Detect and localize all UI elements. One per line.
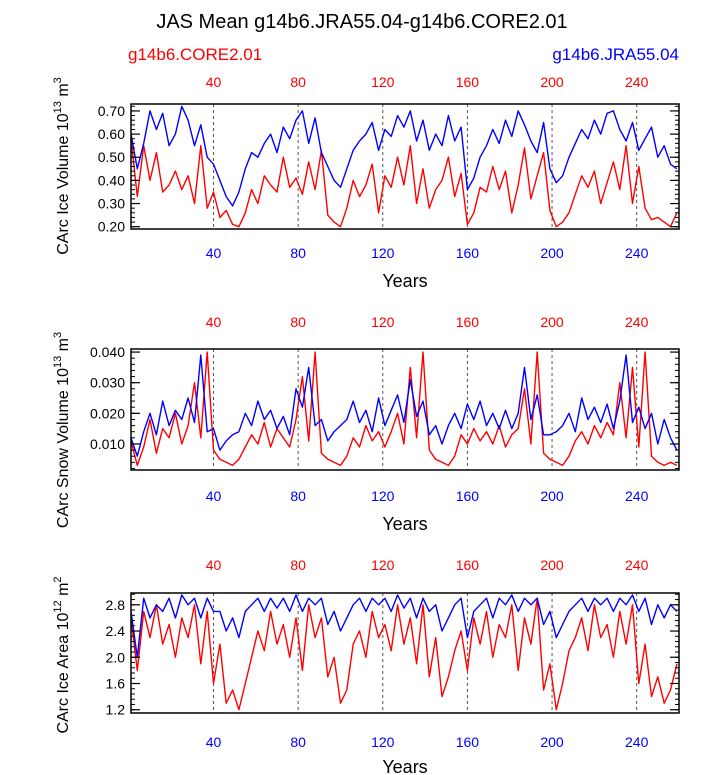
y-axis-label-unit-exponent: 3 xyxy=(52,332,64,338)
y-tick-label: 1.6 xyxy=(106,675,126,691)
x-tick-label-bottom: 80 xyxy=(290,488,306,504)
x-tick-label-top: 200 xyxy=(540,314,564,330)
x-tick-label-bottom: 120 xyxy=(371,488,395,504)
y-tick-label: 1.2 xyxy=(106,702,126,718)
y-axis-label-exponent: 12 xyxy=(52,600,64,612)
plot-frame xyxy=(130,592,680,714)
series-line-jra55 xyxy=(130,105,678,207)
y-tick-label: 0.20 xyxy=(98,219,125,235)
x-tick-label-bottom: 200 xyxy=(540,488,564,504)
y-axis-label-unit: m xyxy=(55,338,72,356)
y-axis-label-unit-exponent: 3 xyxy=(52,77,64,83)
y-tick-label: 2.4 xyxy=(106,623,126,639)
x-tick-label-top: 80 xyxy=(290,314,306,330)
y-tick-label: 0.020 xyxy=(90,405,125,421)
x-axis-label: Years xyxy=(382,271,427,291)
y-axis-label-unit: m xyxy=(55,83,72,101)
y-axis-label-unit: m xyxy=(55,583,72,601)
legend-blue-label: g14b6.JRA55.04 xyxy=(552,45,679,64)
x-tick-label-bottom: 160 xyxy=(456,734,480,750)
legend-red-label: g14b6.CORE2.01 xyxy=(128,45,262,64)
y-tick-label: 2.0 xyxy=(106,649,126,665)
y-axis-label-unit-exponent: 2 xyxy=(52,576,64,582)
x-tick-label-bottom: 160 xyxy=(456,488,480,504)
x-tick-label-top: 80 xyxy=(290,557,306,573)
y-tick-label: 0.010 xyxy=(90,436,125,452)
series-line-core2 xyxy=(130,597,678,711)
x-tick-label-top: 40 xyxy=(206,74,222,90)
y-tick-label: 0.40 xyxy=(98,172,125,188)
x-tick-label-bottom: 40 xyxy=(206,245,222,261)
y-axis-label-text: CArc Ice Volume 10 xyxy=(55,113,72,255)
x-tick-label-top: 160 xyxy=(456,314,480,330)
x-axis-label: Years xyxy=(382,757,427,775)
x-tick-label-bottom: 80 xyxy=(290,734,306,750)
y-axis-label: CArc Ice Area 1012 m2 xyxy=(52,576,72,733)
x-tick-label-top: 240 xyxy=(625,557,649,573)
x-tick-label-top: 200 xyxy=(540,74,564,90)
x-tick-label-top: 120 xyxy=(371,314,395,330)
x-tick-label-bottom: 240 xyxy=(625,488,649,504)
x-tick-label-top: 240 xyxy=(625,314,649,330)
x-tick-label-bottom: 80 xyxy=(290,245,306,261)
y-axis-label: CArc Ice Volume 1013 m3 xyxy=(52,77,72,255)
x-tick-label-top: 240 xyxy=(625,74,649,90)
x-tick-label-bottom: 200 xyxy=(540,734,564,750)
chart-panel-1: 0.20 0.30 0.40 0.50 0.60 0.70 40 40 80 80 120 120 16… xyxy=(52,74,680,291)
y-tick-label: 0.60 xyxy=(98,126,125,142)
x-axis-label: Years xyxy=(382,514,427,534)
x-tick-label-bottom: 240 xyxy=(625,734,649,750)
x-tick-label-bottom: 200 xyxy=(540,245,564,261)
y-axis-label-text: CArc Snow Volume 10 xyxy=(55,368,72,528)
chart-panel-3: 1.2 1.6 2.0 2.4 2.8 40 40 80 80 120 120 160 160 200 20… xyxy=(52,557,680,775)
y-axis-label-exponent: 13 xyxy=(52,356,64,368)
x-tick-label-top: 120 xyxy=(371,557,395,573)
x-tick-label-bottom: 40 xyxy=(206,734,222,750)
x-tick-label-top: 80 xyxy=(290,74,306,90)
series-line-jra55 xyxy=(130,354,678,457)
x-tick-label-bottom: 120 xyxy=(371,734,395,750)
series-line-core2 xyxy=(130,138,678,228)
x-tick-label-top: 120 xyxy=(371,74,395,90)
x-tick-label-top: 160 xyxy=(456,74,480,90)
y-tick-label: 2.8 xyxy=(106,597,126,613)
y-axis-label-text: CArc Ice Area 10 xyxy=(55,613,72,734)
chart-panel-2: 0.010 0.020 0.030 0.040 40 40 80 80 120 120 160 160… xyxy=(52,314,680,534)
panels: 0.20 0.30 0.40 0.50 0.60 0.70 40 40 80 80 120 120 16… xyxy=(52,74,680,775)
y-tick-label: 0.50 xyxy=(98,149,125,165)
y-axis-label-exponent: 13 xyxy=(52,101,64,113)
figure-title: JAS Mean g14b6.JRA55.04-g14b6.CORE2.01 xyxy=(156,11,567,33)
x-tick-label-bottom: 40 xyxy=(206,488,222,504)
series-line-jra55 xyxy=(130,594,678,658)
y-axis-label: CArc Snow Volume 1013 m3 xyxy=(52,332,72,528)
y-tick-label: 0.030 xyxy=(90,375,125,391)
x-tick-label-top: 40 xyxy=(206,314,222,330)
x-tick-label-bottom: 120 xyxy=(371,245,395,261)
x-tick-label-top: 200 xyxy=(540,557,564,573)
y-tick-label: 0.30 xyxy=(98,196,125,212)
series-line-core2 xyxy=(130,351,678,467)
plot-frame xyxy=(130,348,680,471)
y-tick-label: 0.70 xyxy=(98,103,125,119)
x-tick-label-top: 160 xyxy=(456,557,480,573)
y-tick-label: 0.040 xyxy=(90,344,125,360)
x-tick-label-bottom: 240 xyxy=(625,245,649,261)
x-tick-label-top: 40 xyxy=(206,557,222,573)
x-tick-label-bottom: 160 xyxy=(456,245,480,261)
